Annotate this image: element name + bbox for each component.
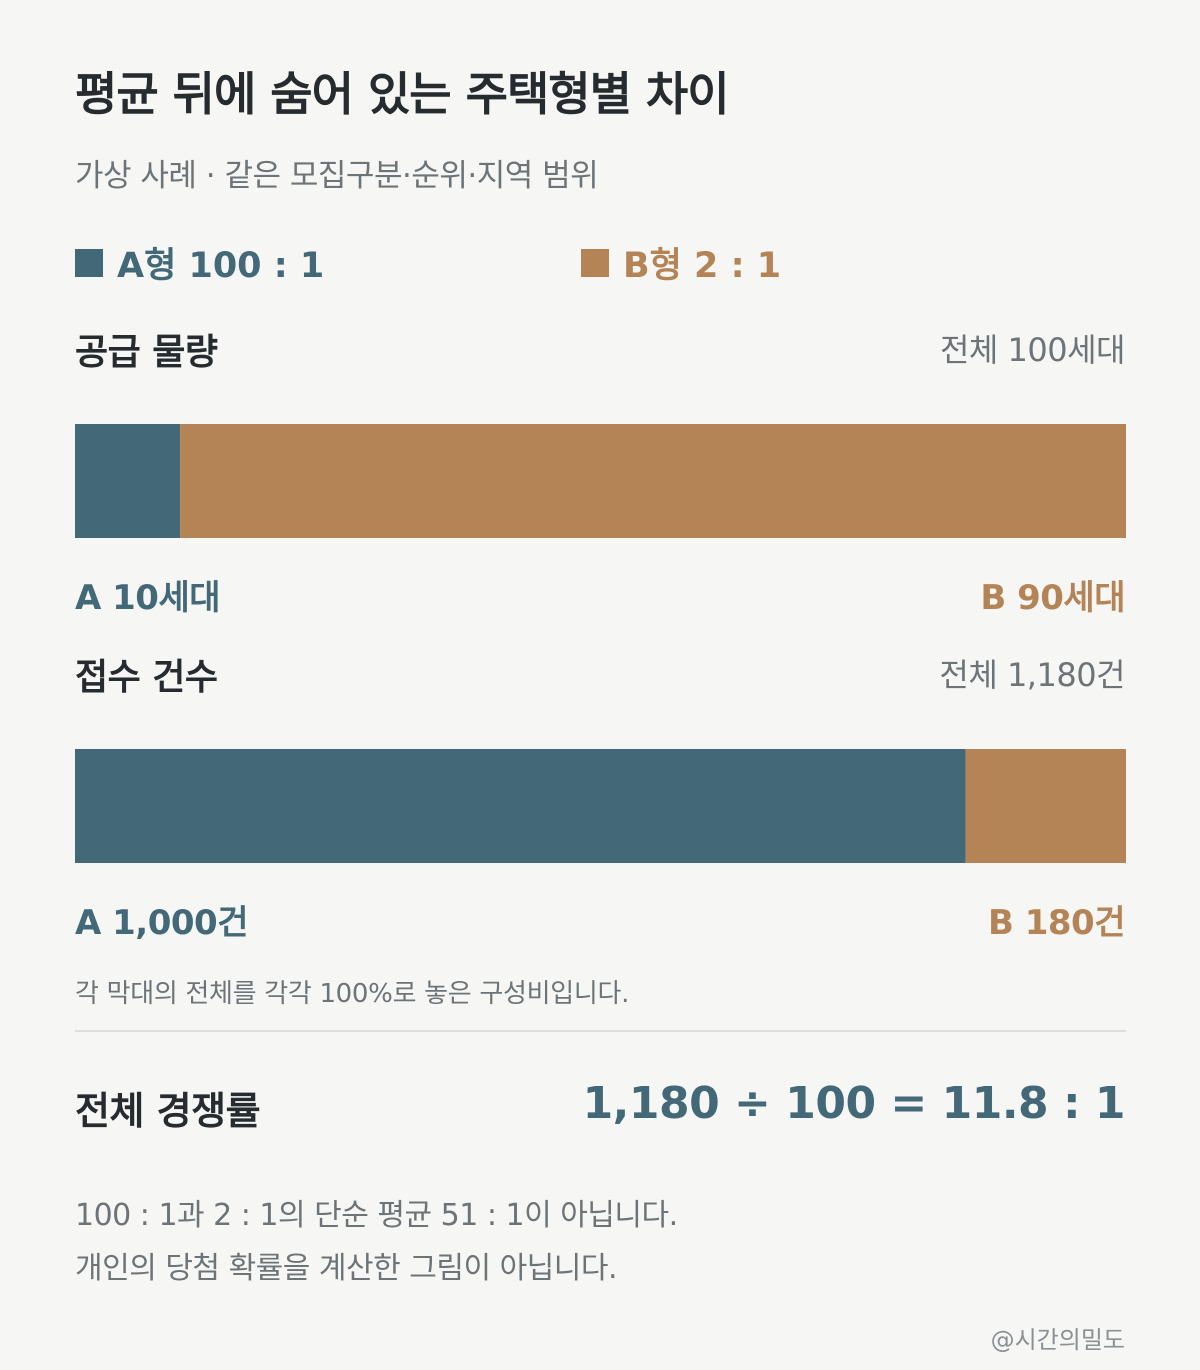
applications-stacked-bar [75,749,1126,863]
bar-segment-a [75,424,181,538]
composition-note: 각 막대의 전체를 각각 100%로 놓은 구성비입니다. [75,979,630,1009]
applications-total: 전체 1,180건 [939,656,1125,694]
applications-title: 접수 건수 [75,657,218,698]
legend-swatch-b [581,248,609,277]
supply-stacked-bar [75,424,1126,538]
supply-title: 공급 물량 [75,332,218,373]
credit-text: @시간의밀도 [990,1326,1125,1354]
bar-segment-a [75,749,966,863]
footnote-1: 100 : 1과 2 : 1의 단순 평균 51 : 1이 아닙니다. [75,1198,678,1233]
supply-label-b: B 90세대 [980,578,1125,618]
page-subtitle: 가상 사례 · 같은 모집구분·순위·지역 범위 [75,158,599,194]
supply-total: 전체 100세대 [939,331,1126,369]
legend-swatch-a [75,248,103,277]
divider [75,1030,1126,1032]
footnote-2: 개인의 당첨 확률을 계산한 그림이 아닙니다. [75,1251,618,1286]
overall-equation: 1,180 ÷ 100 = 11.8 : 1 [582,1078,1126,1129]
page-title: 평균 뒤에 숨어 있는 주택형별 차이 [75,67,730,121]
legend-item-a: A형 100 : 1 [75,237,324,288]
bar-segment-b [180,424,1126,538]
legend-label-a: A형 100 : 1 [117,246,325,286]
legend-label-b: B형 2 : 1 [623,246,782,286]
legend-item-b: B형 2 : 1 [581,237,781,288]
bar-segment-b [965,749,1126,863]
overall-label: 전체 경쟁률 [75,1089,261,1133]
applications-label-a: A 1,000건 [75,903,248,943]
supply-label-a: A 10세대 [75,578,221,618]
applications-label-b: B 180건 [987,903,1126,943]
